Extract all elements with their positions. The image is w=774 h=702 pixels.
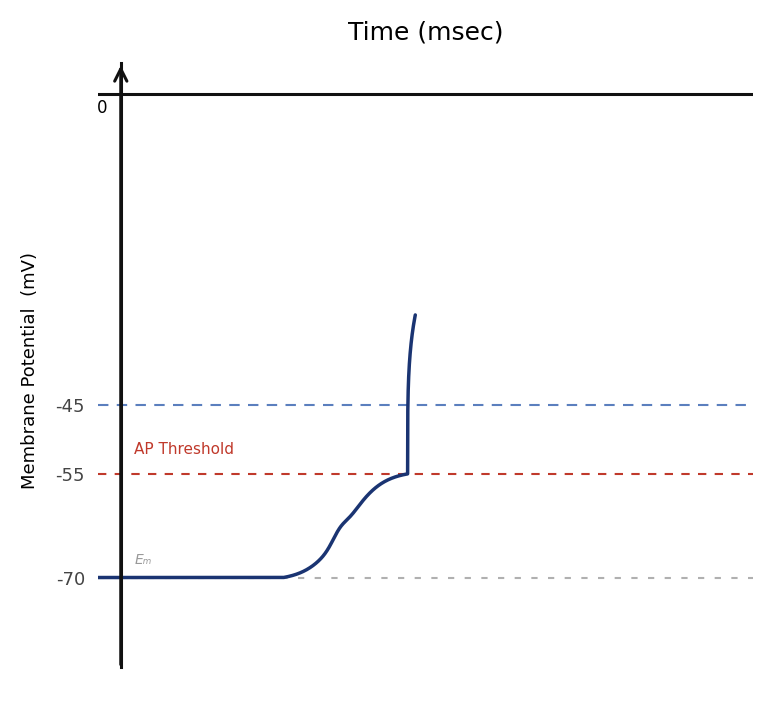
Y-axis label: Membrane Potential  (mV): Membrane Potential (mV) [21,252,39,489]
Text: AP Threshold: AP Threshold [135,442,235,456]
Text: 0: 0 [97,100,108,117]
Text: Eₘ: Eₘ [135,553,152,567]
Title: Time (msec): Time (msec) [348,21,503,45]
